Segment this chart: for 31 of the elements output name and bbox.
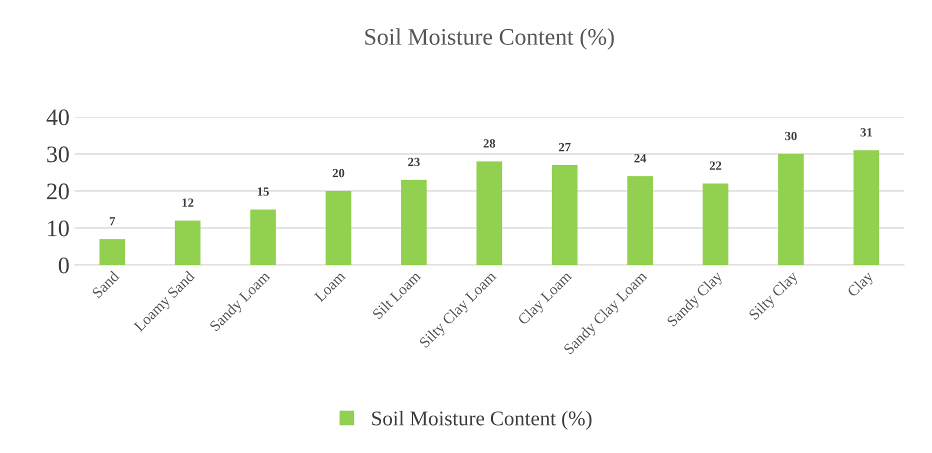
data-label: 12 bbox=[182, 198, 194, 207]
bar bbox=[250, 209, 276, 266]
data-label: 7 bbox=[110, 217, 116, 226]
bar bbox=[552, 165, 578, 266]
data-label: 24 bbox=[634, 154, 646, 162]
bar bbox=[476, 161, 502, 266]
bar bbox=[702, 184, 728, 266]
data-label: 31 bbox=[860, 128, 872, 137]
y-tick-label: 10 bbox=[48, 220, 69, 236]
bar bbox=[99, 239, 126, 266]
data-label: 22 bbox=[710, 161, 722, 170]
chart-title: Soil Moisture Content (%) bbox=[365, 28, 614, 50]
bar bbox=[854, 150, 880, 266]
y-tick-label: 30 bbox=[47, 146, 69, 162]
data-label: 28 bbox=[484, 139, 496, 148]
y-tick-label: 40 bbox=[46, 109, 69, 126]
data-label: 15 bbox=[258, 187, 269, 196]
y-tick-label: 0 bbox=[58, 257, 69, 274]
bar bbox=[326, 190, 352, 266]
legend-label: Soil Moisture Content (%) bbox=[372, 410, 592, 430]
y-tick-label: 20 bbox=[47, 183, 69, 200]
bar bbox=[401, 180, 427, 266]
x-tick-label: Clay bbox=[846, 270, 876, 300]
bar bbox=[627, 176, 653, 266]
data-label: 30 bbox=[785, 132, 797, 140]
bar bbox=[778, 154, 804, 266]
data-label: 20 bbox=[332, 168, 344, 178]
x-tick-label: Silty Clay bbox=[748, 270, 801, 322]
data-label: 27 bbox=[558, 142, 571, 152]
bar bbox=[174, 220, 200, 266]
data-label: 23 bbox=[408, 158, 420, 166]
